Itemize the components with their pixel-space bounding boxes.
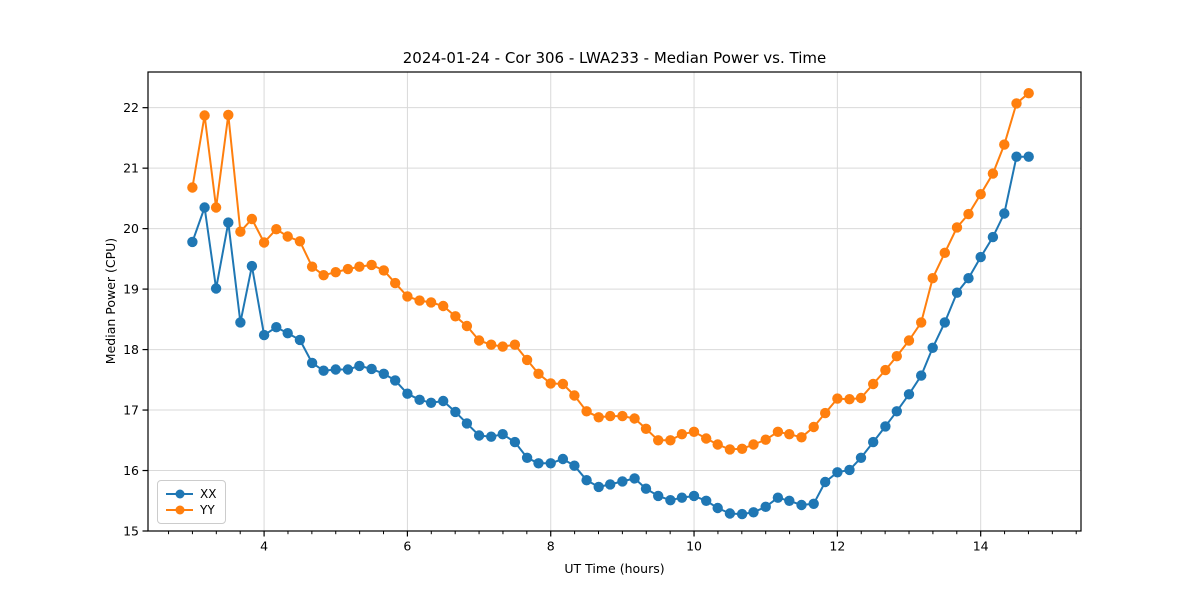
- legend-item-yy: YY: [166, 504, 216, 516]
- svg-text:6: 6: [403, 539, 411, 554]
- svg-text:8: 8: [547, 539, 555, 554]
- svg-text:14: 14: [973, 539, 989, 554]
- chart-title: 2024-01-24 - Cor 306 - LWA233 - Median P…: [402, 49, 827, 67]
- svg-text:16: 16: [123, 463, 139, 478]
- svg-text:4: 4: [260, 539, 268, 554]
- svg-text:15: 15: [123, 524, 139, 539]
- svg-text:18: 18: [123, 342, 139, 357]
- legend-item-xx: XX: [166, 488, 216, 500]
- svg-text:12: 12: [829, 539, 845, 554]
- svg-text:22: 22: [123, 100, 139, 115]
- yy-series-swatch: [166, 505, 193, 516]
- svg-text:10: 10: [686, 539, 702, 554]
- svg-text:21: 21: [123, 161, 139, 176]
- svg-text:19: 19: [123, 282, 139, 297]
- legend: XX YY: [157, 480, 227, 524]
- svg-text:20: 20: [123, 221, 139, 236]
- xx-series-swatch: [166, 489, 193, 500]
- svg-text:17: 17: [123, 403, 139, 418]
- x-axis-label: UT Time (hours): [564, 561, 665, 576]
- legend-label-yy: YY: [200, 503, 215, 517]
- legend-label-xx: XX: [200, 487, 217, 501]
